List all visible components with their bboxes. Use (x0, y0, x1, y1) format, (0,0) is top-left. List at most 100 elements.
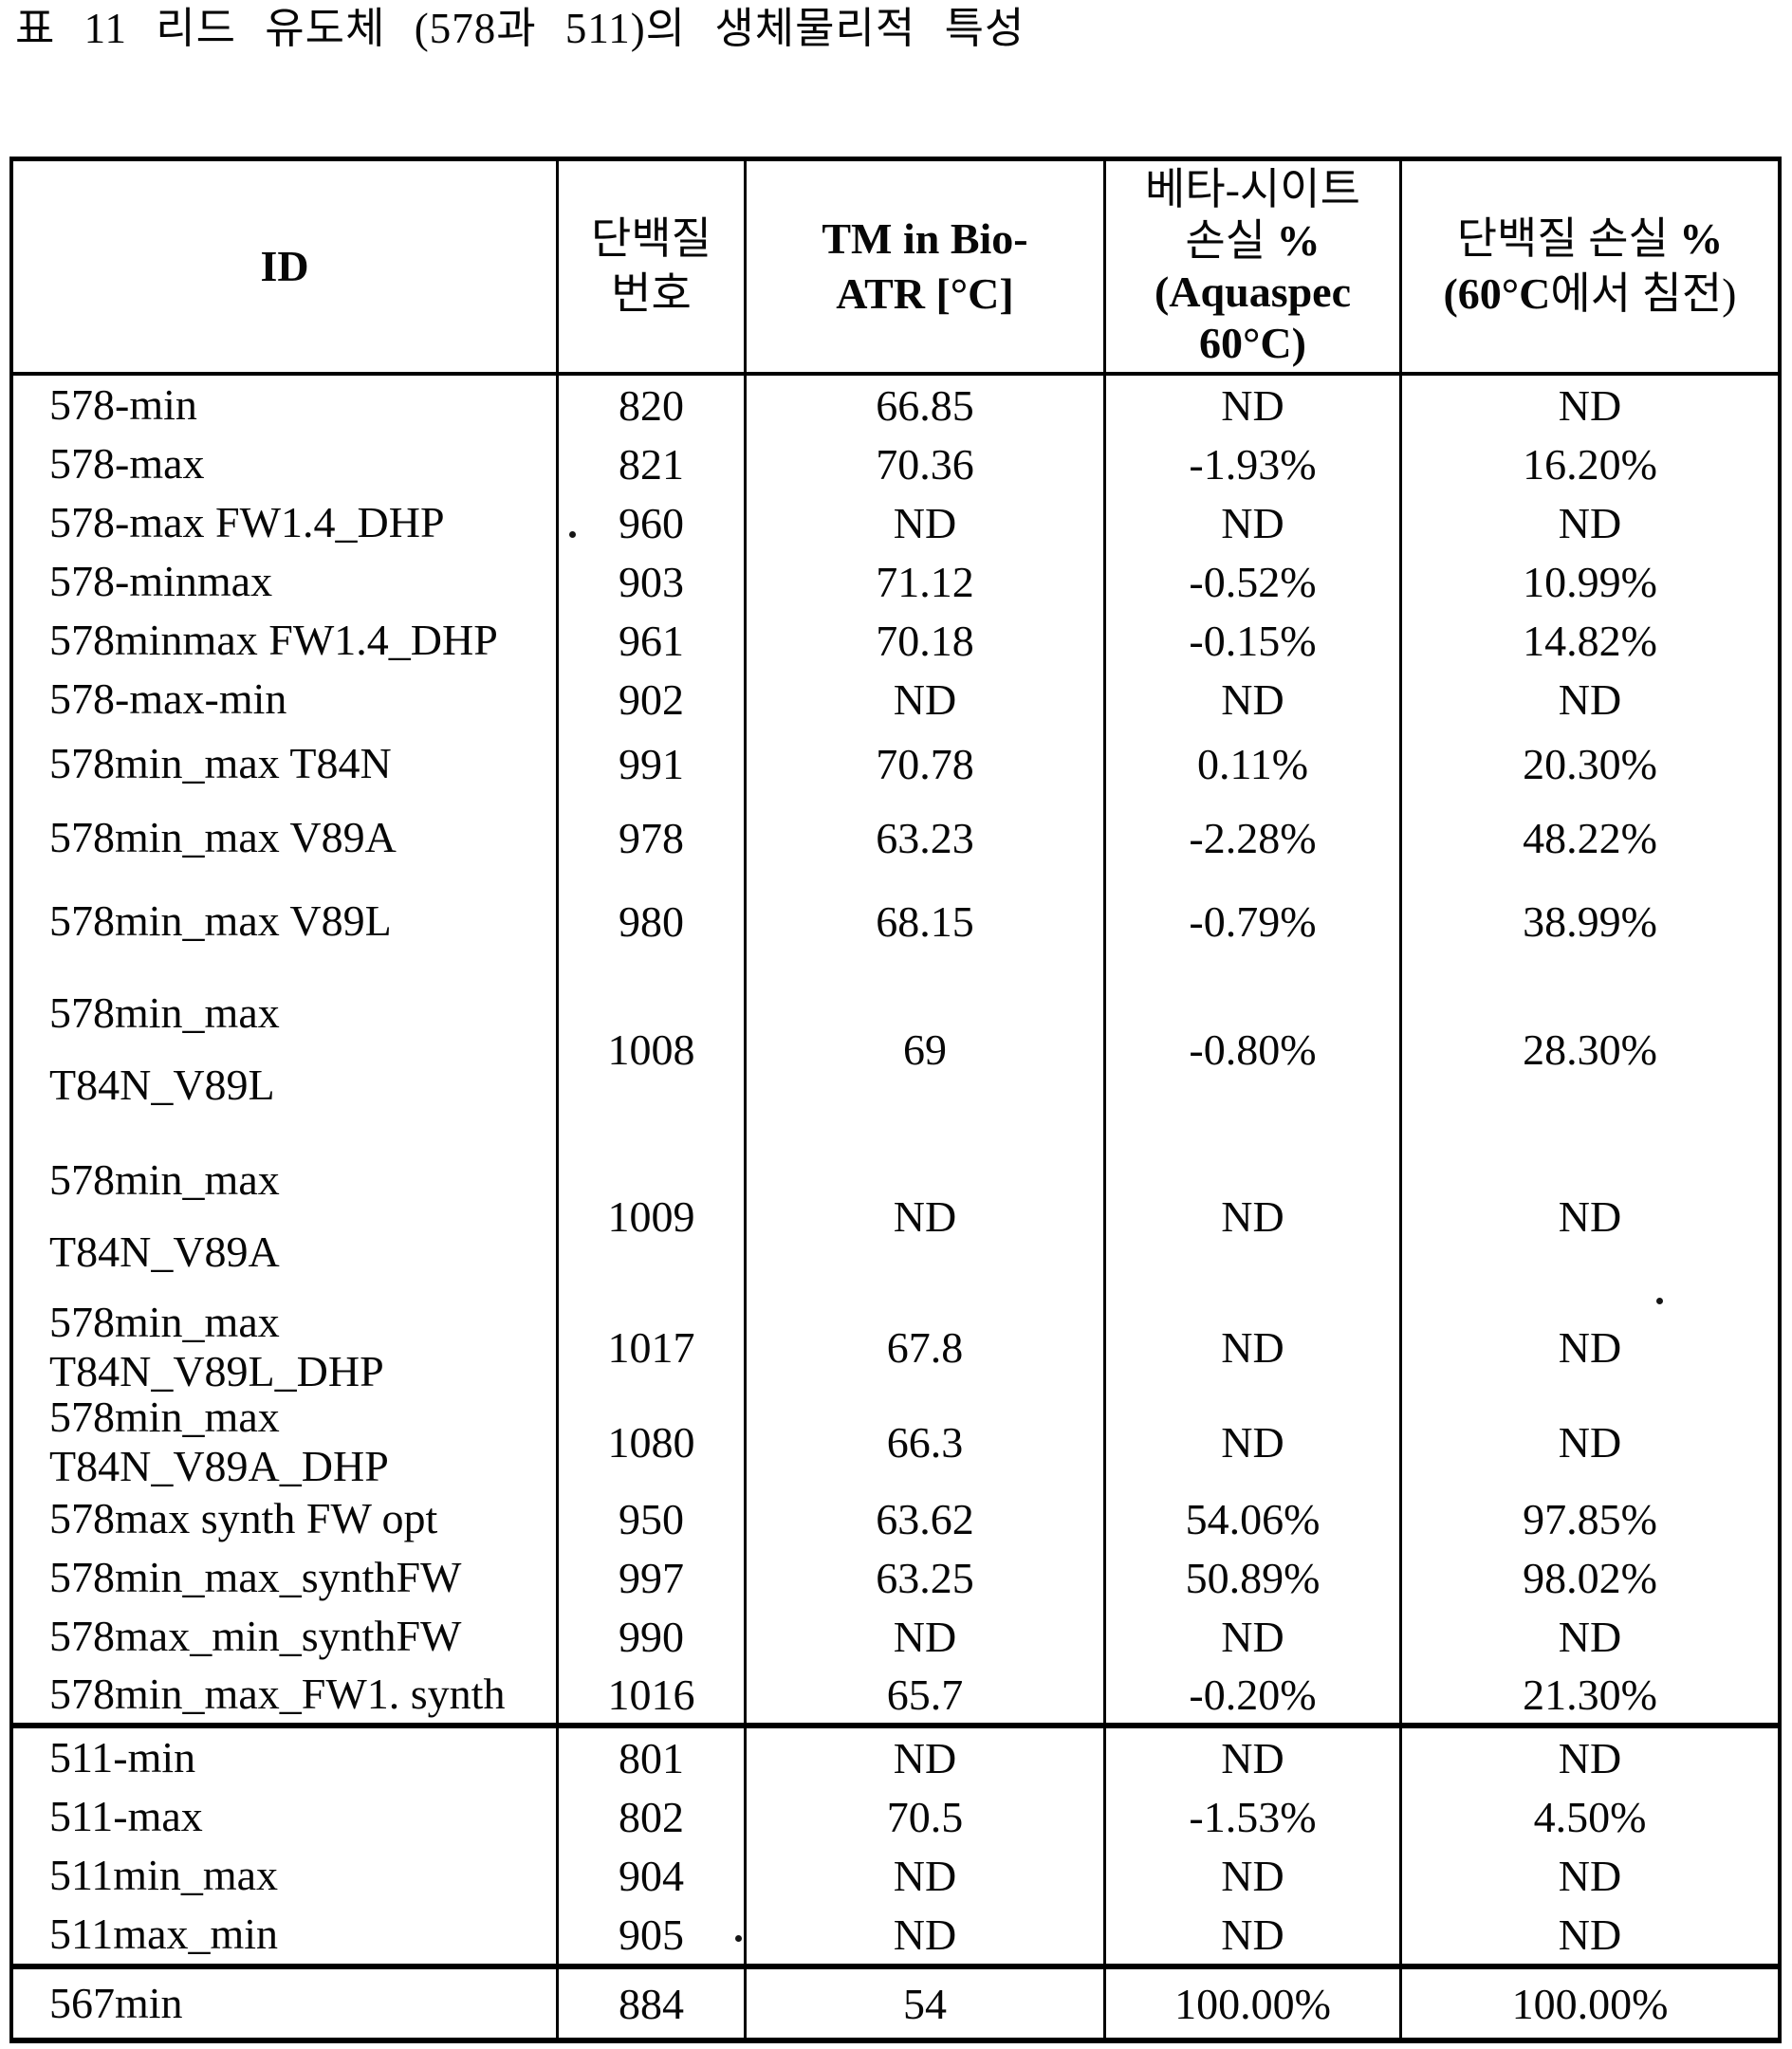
tm-cell: 66.85 (744, 376, 1103, 434)
id-cell: 578min_max_FW1. synth (13, 1666, 556, 1723)
protein-number-cell: 990 (556, 1607, 744, 1666)
protein-number-cell: 960 (556, 493, 744, 552)
header-line: 번호 (559, 267, 744, 322)
header-text: (Aquaspec (1154, 268, 1352, 316)
id-cell: 578min_max_synthFW (13, 1548, 556, 1607)
id-text: 578-max FW1.4_DHP (49, 498, 445, 546)
id-cell: 578-max FW1.4_DHP (13, 493, 556, 552)
header-line: TM in Bio- (747, 212, 1103, 267)
tm-cell: ND (744, 1133, 1103, 1300)
table-row: 578-min 820 66.85 ND ND (13, 376, 1778, 434)
beta-loss-cell: ND (1103, 1905, 1399, 1964)
beta-loss-cell: -1.53% (1103, 1787, 1399, 1846)
id-text: 578min_max (49, 1394, 280, 1441)
protein-loss-cell: ND (1399, 1394, 1778, 1489)
beta-loss-cell: ND (1103, 670, 1399, 729)
header-line: ID (13, 239, 556, 294)
id-text: 511-min (49, 1733, 196, 1781)
protein-number-cell: 950 (556, 1489, 744, 1548)
scan-artifact-dot (1656, 1298, 1663, 1304)
table-row: 511max_min 905 ND ND ND (13, 1905, 1778, 1964)
table-row: 578-minmax 903 71.12 -0.52% 10.99% (13, 552, 1778, 611)
protein-loss-cell: 20.30% (1399, 729, 1778, 799)
header-text: % (1276, 216, 1321, 265)
protein-loss-cell: ND (1399, 493, 1778, 552)
tm-cell: 63.62 (744, 1489, 1103, 1548)
beta-loss-cell: -0.80% (1103, 966, 1399, 1133)
protein-number-cell: 820 (556, 376, 744, 434)
beta-loss-cell: 54.06% (1103, 1489, 1399, 1548)
protein-loss-cell: 14.82% (1399, 611, 1778, 670)
beta-loss-cell: -0.52% (1103, 552, 1399, 611)
table-row: 511-min 801 ND ND ND (13, 1728, 1778, 1787)
id-cell: 578min_max V89A (13, 799, 556, 877)
protein-number-cell: 1008 (556, 966, 744, 1133)
beta-loss-cell: -2.28% (1103, 799, 1399, 877)
protein-loss-cell: ND (1399, 1905, 1778, 1964)
beta-loss-cell: -0.15% (1103, 611, 1399, 670)
id-cell: 578minmax FW1.4_DHP (13, 611, 556, 670)
tm-cell: 63.25 (744, 1548, 1103, 1607)
tm-cell: ND (744, 670, 1103, 729)
id-cell: 578-max-min (13, 670, 556, 729)
id-text: T84N_V89A (49, 1228, 280, 1276)
beta-loss-cell: 100.00% (1103, 1969, 1399, 2038)
protein-loss-cell: 48.22% (1399, 799, 1778, 877)
id-cell: 578max synth FW opt (13, 1489, 556, 1548)
protein-number-cell: 991 (556, 729, 744, 799)
header-line: 손실 % (1106, 215, 1399, 267)
protein-number-cell: 884 (556, 1969, 744, 2038)
header-text: ID (260, 242, 309, 290)
id-text: T84N_V89L (49, 1061, 275, 1109)
id-text: 578min_max (49, 1300, 280, 1346)
header-text: 단백질 손실 (1456, 214, 1680, 263)
beta-loss-cell: 0.11% (1103, 729, 1399, 799)
header-text: % (1679, 214, 1724, 263)
header-line: (Aquaspec (1106, 267, 1399, 318)
id-cell: 578min_max T84N_V89A_DHP (13, 1394, 556, 1489)
tm-cell: ND (744, 1905, 1103, 1964)
table-row: 578-max-min 902 ND ND ND (13, 670, 1778, 729)
table-row: 578min_max T84N_V89A 1009 ND ND ND (13, 1133, 1778, 1300)
id-cell: 578-minmax (13, 552, 556, 611)
protein-number-cell: 1009 (556, 1133, 744, 1300)
protein-loss-cell: ND (1399, 1300, 1778, 1394)
protein-loss-cell: ND (1399, 1607, 1778, 1666)
header-text: 60°C) (1199, 319, 1306, 367)
beta-loss-cell: -1.93% (1103, 434, 1399, 493)
table-row: 578min_max T84N_V89L_DHP 1017 67.8 ND ND (13, 1300, 1778, 1394)
beta-loss-cell: ND (1103, 1133, 1399, 1300)
id-text: 578max synth FW opt (49, 1494, 438, 1542)
protein-loss-cell: ND (1399, 1133, 1778, 1300)
header-text: 베타-시이트 (1145, 165, 1360, 213)
header-line: ATR [°C] (747, 267, 1103, 322)
table-row: 578min_max_synthFW 997 63.25 50.89% 98.02% (13, 1548, 1778, 1607)
protein-number-cell: 1016 (556, 1666, 744, 1723)
protein-number-cell: 903 (556, 552, 744, 611)
id-cell: 578min_max T84N (13, 729, 556, 799)
table-section-511: 511-min 801 ND ND ND 511-max 802 70.5 -1.53% 4.50… (13, 1723, 1778, 1964)
id-cell: 578min_max T84N_V89A (13, 1133, 556, 1300)
id-cell: 578-min (13, 376, 556, 434)
id-text: T84N_V89A_DHP (49, 1442, 389, 1489)
beta-loss-cell: ND (1103, 1394, 1399, 1489)
id-cell: 511-max (13, 1787, 556, 1846)
id-text: 578-min (49, 380, 197, 429)
table-header-row: ID 단백질 번호 TM in Bio- ATR [°C] 베타-시이트 손실 % (Aqua… (13, 161, 1778, 376)
table-row: 578min_max T84N_V89L 1008 69 -0.80% 28.30% (13, 966, 1778, 1133)
tm-cell: 68.15 (744, 877, 1103, 966)
tm-cell: 70.36 (744, 434, 1103, 493)
table-row: 578-max FW1.4_DHP 960 ND ND ND (13, 493, 1778, 552)
id-text: 578-minmax (49, 557, 273, 605)
tm-cell: 69 (744, 966, 1103, 1133)
header-cell-tm-bio-atr: TM in Bio- ATR [°C] (744, 161, 1103, 372)
header-text: 에서 침전) (1550, 269, 1737, 318)
id-text: 578min_max V89A (49, 813, 397, 861)
header-line: 단백질 손실 % (1402, 212, 1778, 267)
beta-loss-cell: ND (1103, 1300, 1399, 1394)
id-cell: 511-min (13, 1728, 556, 1787)
header-cell-beta-sheet-loss: 베타-시이트 손실 % (Aquaspec 60°C) (1103, 161, 1399, 372)
protein-loss-cell: 98.02% (1399, 1548, 1778, 1607)
header-cell-id: ID (13, 161, 556, 372)
tm-cell: 66.3 (744, 1394, 1103, 1489)
